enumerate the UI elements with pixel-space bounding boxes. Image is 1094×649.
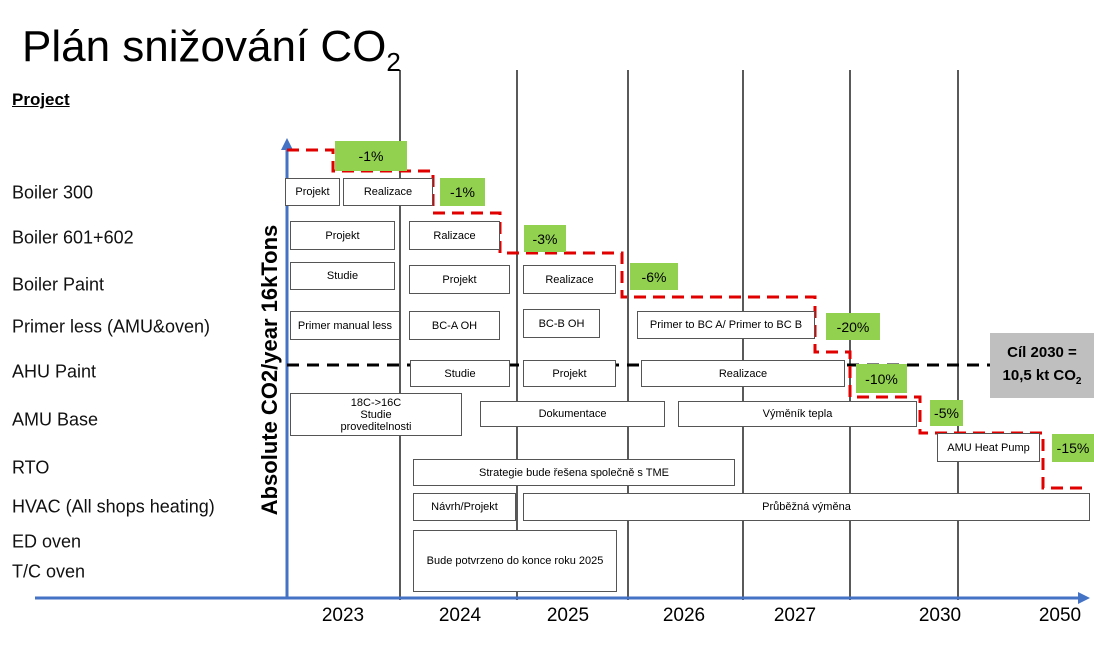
task-box: Realizace [343, 178, 433, 206]
row-label: Boiler 601+602 [12, 227, 134, 248]
task-box: 18C->16C Studie proveditelnosti [290, 393, 462, 436]
reduction-label: -5% [930, 400, 963, 426]
goal-text: 10,5 kt CO [1002, 366, 1076, 384]
task-box: Realizace [523, 265, 616, 294]
year-label: 2023 [321, 605, 365, 626]
row-label: Boiler Paint [12, 274, 105, 295]
task-box: Dokumentace [480, 401, 665, 427]
title: Plán snižování CO2 [22, 22, 401, 78]
task-box: Studie [290, 262, 395, 290]
row-label: T/C oven [12, 561, 86, 582]
reduction-label: -15% [1052, 434, 1094, 462]
reduction-label: -20% [826, 313, 880, 340]
year-label: 2027 [773, 605, 817, 626]
row-label: HVAC (All shops heating) [12, 496, 215, 517]
task-box: Studie [410, 360, 510, 387]
reduction-label: -1% [335, 141, 407, 171]
reduction-label: -6% [630, 263, 678, 290]
goal-subscript: 2 [1075, 375, 1082, 387]
project-header: Project [12, 90, 70, 109]
task-box: BC-B OH [523, 309, 600, 338]
year-label: 2050 [1038, 605, 1082, 626]
year-label: 2030 [918, 605, 962, 626]
task-box: Projekt [285, 178, 340, 206]
row-label: Primer less (AMU&oven) [12, 316, 211, 337]
reduction-label: -1% [440, 178, 485, 206]
goal-value: 10,5 kt CO2 [1003, 365, 1082, 389]
year-label: 2026 [662, 605, 706, 626]
row-label: Boiler 300 [12, 182, 94, 203]
task-box: Primer manual less [290, 311, 400, 340]
task-box: BC-A OH [409, 311, 500, 340]
task-box: Výměník tepla [678, 401, 917, 427]
task-box: Projekt [523, 360, 616, 387]
row-label: RTO [12, 457, 50, 478]
row-label: ED oven [12, 531, 82, 552]
reduction-label: -10% [856, 364, 907, 393]
title-text: Plán snižování CO [22, 22, 387, 71]
goal-box: Cíl 2030 = 10,5 kt CO2 [990, 333, 1094, 398]
task-box: Projekt [290, 221, 395, 250]
reduction-label: -3% [524, 225, 566, 252]
title-subscript: 2 [386, 46, 401, 77]
goal-text: Cíl 2030 = [1007, 344, 1077, 362]
year-label: 2024 [438, 605, 482, 626]
task-box: AMU Heat Pump [937, 433, 1040, 462]
task-box: Návrh/Projekt [413, 493, 516, 521]
task-box: Primer to BC A/ Primer to BC B [637, 311, 815, 339]
task-box: Strategie bude řešena společně s TME [413, 459, 735, 486]
task-box: Průběžná výměna [523, 493, 1090, 521]
task-box: Projekt [409, 265, 510, 294]
task-box: Ralizace [409, 221, 500, 250]
task-box: Realizace [641, 360, 845, 387]
row-label: AHU Paint [12, 361, 97, 382]
task-box: Bude potvrzeno do konce roku 2025 [413, 530, 617, 592]
row-label: AMU Base [12, 409, 99, 430]
y-axis-label: Absolute CO2/year 16kTons [257, 224, 282, 516]
year-label: 2025 [546, 605, 590, 626]
